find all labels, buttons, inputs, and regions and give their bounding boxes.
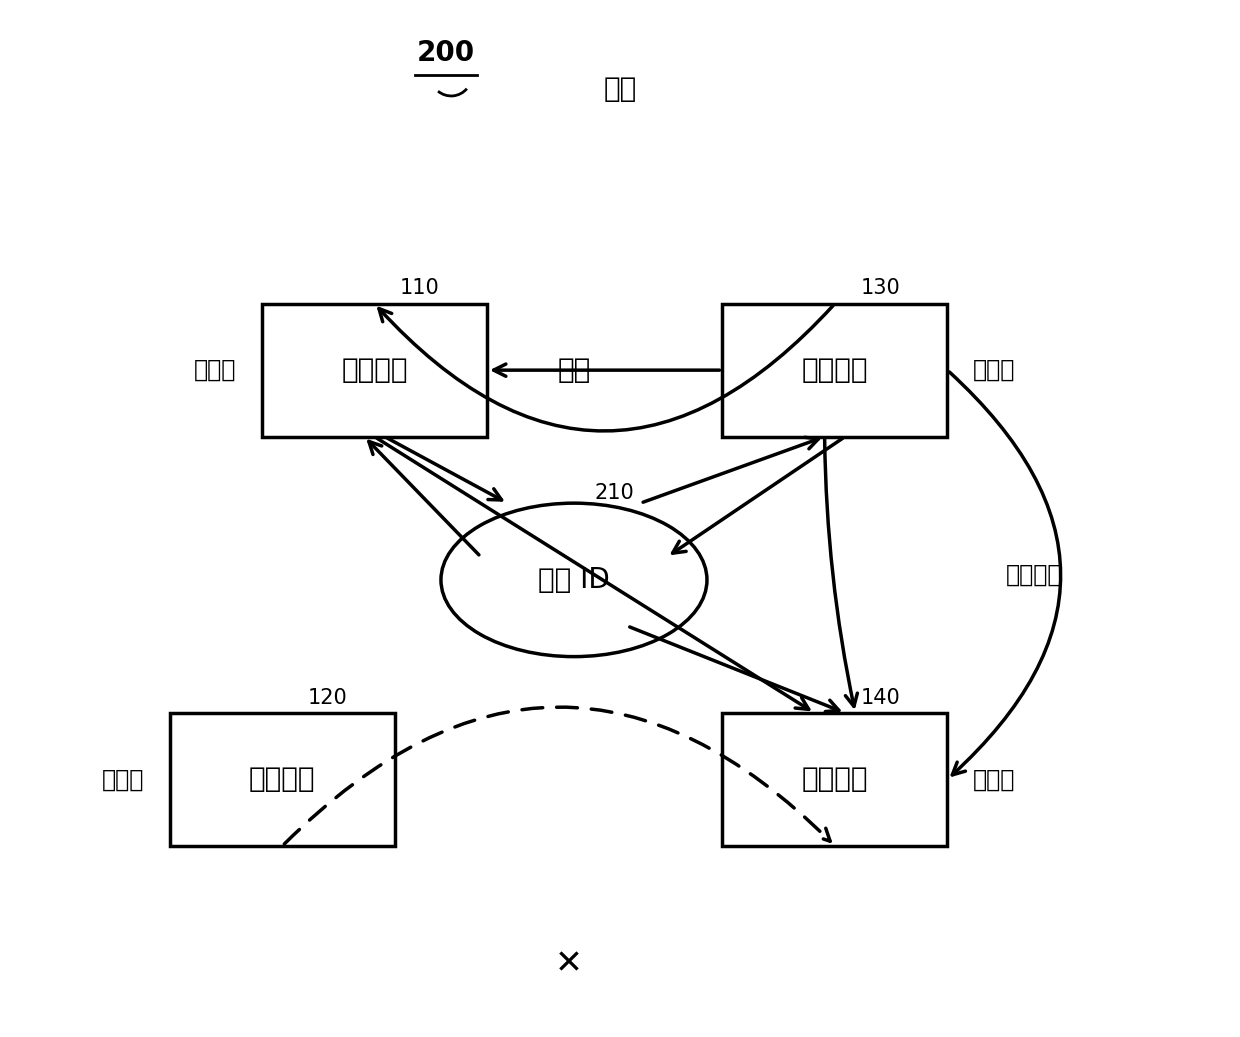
Text: 配对: 配对 <box>604 75 636 103</box>
Text: 配对: 配对 <box>557 356 590 384</box>
Text: 200: 200 <box>417 39 475 67</box>
Text: ✕: ✕ <box>554 947 583 980</box>
Text: 第一终端: 第一终端 <box>341 356 408 384</box>
Text: 住宅内: 住宅内 <box>973 767 1016 791</box>
Text: 110: 110 <box>401 278 440 299</box>
Text: 120: 120 <box>308 688 347 707</box>
Text: 住宅内: 住宅内 <box>193 358 237 383</box>
Text: 140: 140 <box>861 688 900 707</box>
Text: 住宅内: 住宅内 <box>973 358 1016 383</box>
Bar <box>170 712 394 846</box>
Text: 实质配对: 实质配对 <box>1006 563 1063 587</box>
Bar <box>723 712 947 846</box>
Text: 210: 210 <box>594 483 634 503</box>
Ellipse shape <box>441 503 707 656</box>
Text: 130: 130 <box>861 278 900 299</box>
Text: 住宅外: 住宅外 <box>102 767 144 791</box>
Text: 第一设备: 第一设备 <box>801 356 868 384</box>
Text: 第二终端: 第二终端 <box>249 765 316 793</box>
Text: 共同 ID: 共同 ID <box>538 566 610 594</box>
Text: 第二设备: 第二设备 <box>801 765 868 793</box>
Bar <box>262 304 487 437</box>
Bar <box>723 304 947 437</box>
